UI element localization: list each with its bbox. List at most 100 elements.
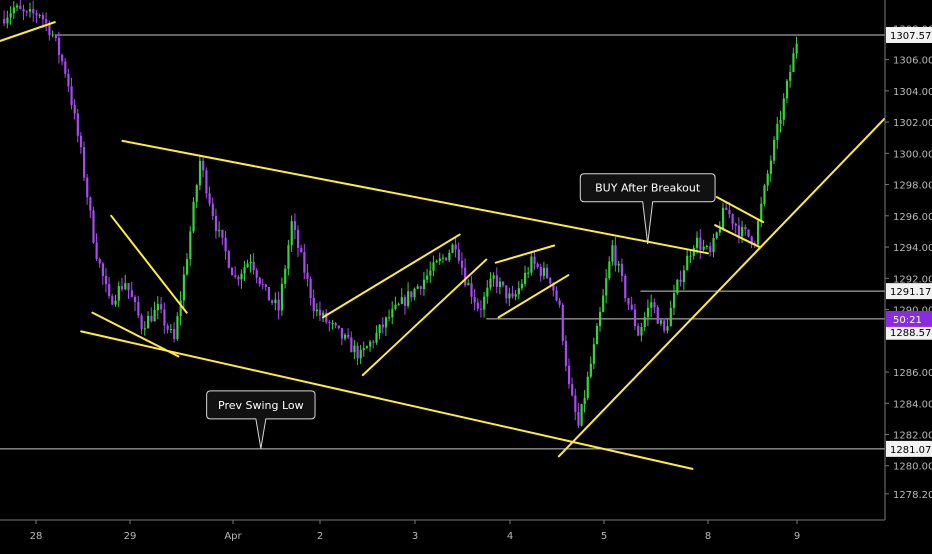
candle-body [514, 294, 517, 297]
trendline [110, 214, 188, 314]
candle-body [598, 311, 602, 326]
candle-body [785, 80, 789, 99]
candle-body [712, 238, 715, 253]
candle-body [536, 263, 539, 267]
candle-body [630, 304, 633, 310]
candle-body [221, 229, 224, 238]
candle-body [429, 270, 432, 276]
candle-body [483, 296, 486, 310]
candle-body [624, 276, 627, 299]
candle-body [426, 275, 429, 280]
price-tag-label: 1291.179 [890, 287, 932, 298]
candle-body [89, 197, 92, 211]
candle-body [340, 328, 344, 339]
trendline [557, 117, 886, 458]
candle-body [432, 262, 435, 271]
candle-body [656, 307, 659, 324]
candle-body [153, 310, 156, 322]
candle-body [709, 246, 712, 253]
candle-body [682, 270, 686, 282]
candle-body [422, 279, 426, 290]
candle-body [435, 261, 438, 263]
price-tag [886, 440, 932, 457]
candle-body [470, 283, 473, 297]
x-tick-label: 9 [794, 531, 800, 542]
candle-body [334, 323, 337, 326]
candle-body [640, 326, 643, 336]
candle-body [300, 247, 303, 253]
candle-body [353, 345, 356, 353]
candle-body [492, 275, 495, 279]
candle-body [378, 324, 381, 333]
candle-body [117, 286, 120, 301]
y-tick-label: 1304.000 [893, 87, 932, 98]
candle-body [676, 279, 679, 294]
candle-body [473, 296, 476, 303]
candle-body [571, 384, 574, 396]
trendlines [0, 21, 886, 470]
y-tick-label: 1282.000 [893, 430, 932, 441]
candle-body [760, 203, 763, 221]
countdown-tag [886, 310, 932, 327]
candle-body [552, 283, 555, 291]
candle-body [533, 256, 536, 264]
candle-body [441, 257, 445, 259]
candle-body [325, 312, 328, 323]
candle-body [779, 119, 782, 124]
candle-body [451, 244, 454, 253]
candle-body [669, 307, 672, 327]
y-tick-label: 1294.000 [893, 243, 932, 254]
candle-body [413, 288, 416, 298]
candle-body [64, 61, 67, 74]
candle-body [261, 284, 264, 286]
candle-body [70, 86, 73, 106]
candle-body [280, 283, 284, 311]
candle-body [318, 309, 322, 316]
candle-body [303, 252, 306, 273]
callout-label: Prev Swing Low [218, 399, 304, 412]
candle-body [186, 259, 189, 275]
candle-body [520, 283, 524, 289]
y-tick-label: 1300.000 [893, 149, 932, 160]
candle-body [750, 236, 753, 244]
candle-body [384, 317, 388, 328]
axes: 1308.0001306.0001304.0001302.0001300.000… [0, 0, 932, 542]
candle-body [766, 173, 769, 186]
candle-body [16, 5, 19, 8]
price-tag [886, 283, 932, 300]
x-tick-label: 5 [601, 531, 607, 542]
trendline [715, 196, 765, 224]
candle-body [252, 261, 255, 271]
candle-body [653, 302, 656, 308]
candle-body [617, 263, 620, 266]
y-tick-label: 1280.000 [893, 462, 932, 473]
candle-body [98, 259, 101, 264]
x-tick-label: 28 [30, 531, 43, 542]
candle-body [101, 263, 104, 277]
trendline [714, 224, 761, 249]
candle-body [169, 329, 173, 331]
candle-body [672, 293, 676, 308]
candle-body [561, 304, 564, 341]
candle-body [763, 185, 766, 204]
y-tick-label: 1296.000 [893, 212, 932, 223]
candle-body [347, 334, 350, 338]
trendline [91, 311, 180, 358]
candle-body [243, 267, 246, 274]
x-tick-label: 4 [507, 531, 513, 542]
candle-body [156, 304, 160, 311]
candle-body [782, 98, 785, 120]
candle-body [246, 263, 249, 268]
candle-body [454, 244, 457, 250]
candle-body [567, 365, 571, 385]
candle-body [620, 263, 624, 277]
candle-body [3, 19, 6, 24]
candle-body [76, 113, 79, 136]
candle-body [32, 9, 35, 14]
candle-body [205, 170, 208, 194]
candle-body [381, 324, 384, 328]
candle-body [92, 210, 95, 243]
candle-body [312, 298, 315, 312]
